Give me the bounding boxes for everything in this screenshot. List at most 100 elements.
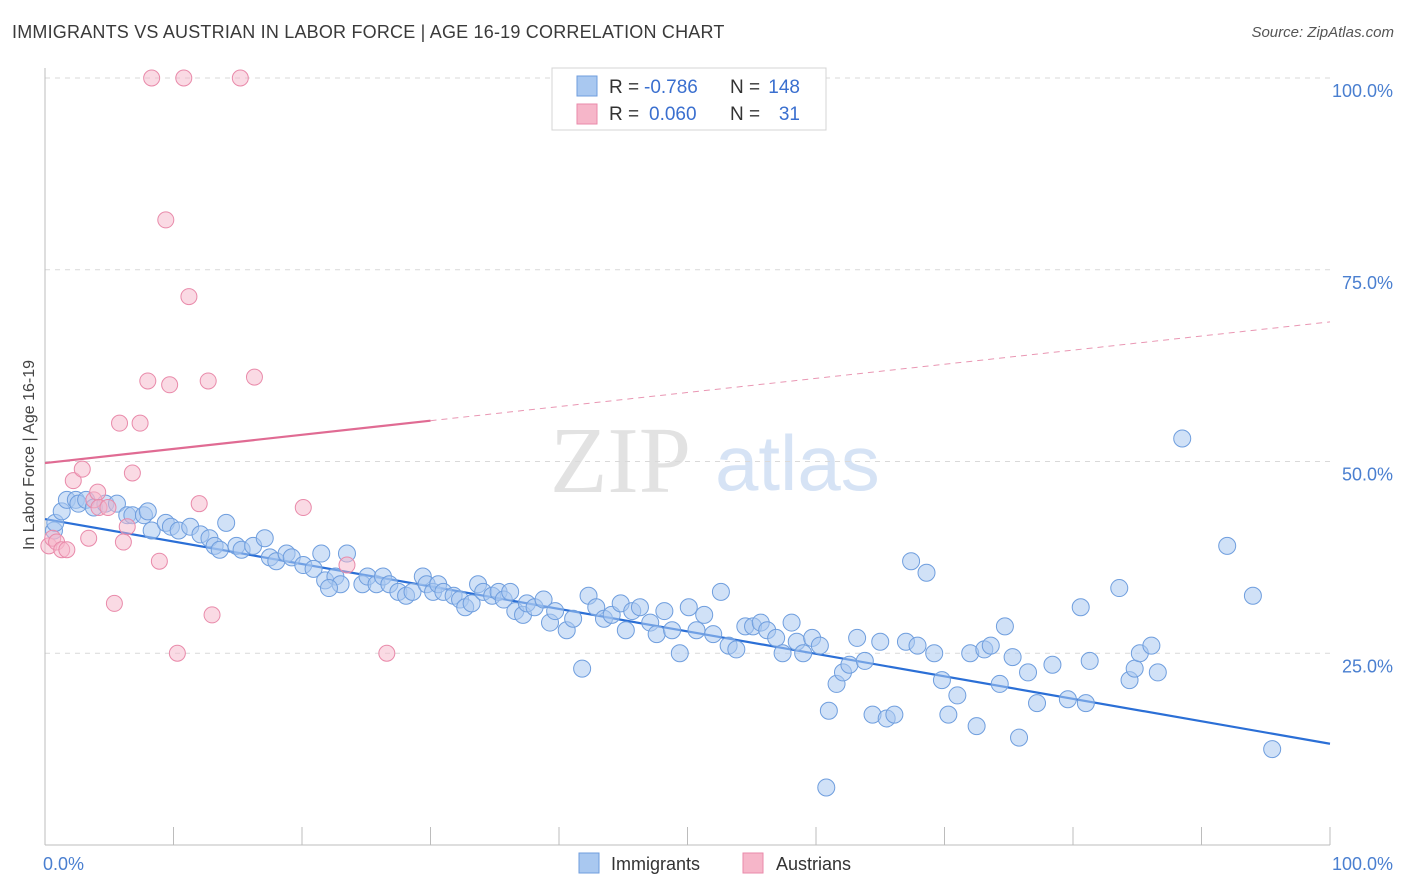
immigrants-point	[967, 717, 986, 736]
immigrants-point	[1003, 648, 1022, 667]
austrians-points	[40, 69, 396, 662]
austrians-point	[139, 372, 157, 390]
austrians-point	[190, 495, 208, 513]
immigrants-point	[817, 778, 836, 797]
immigrants-point	[1173, 429, 1192, 448]
immigrants-point	[255, 529, 274, 548]
immigrants-point	[782, 613, 801, 632]
immigrants-point	[908, 636, 927, 655]
austrians-point	[80, 529, 98, 547]
series-legend: Immigrants Austrians	[578, 852, 851, 874]
y-axis-label: In Labor Force | Age 16-19	[21, 360, 38, 550]
austrians-point	[161, 376, 179, 394]
immigrants-point	[902, 552, 921, 571]
y-tick-label: 25.0%	[1342, 656, 1393, 676]
chart-title: IMMIGRANTS VS AUSTRIAN IN LABOR FORCE | …	[12, 22, 725, 42]
immigrants-point	[304, 559, 323, 578]
immigrants-point	[704, 625, 723, 644]
immigrants-point	[810, 636, 829, 655]
immigrants-point	[403, 582, 422, 601]
immigrants-point	[1148, 663, 1167, 682]
immigrants-point	[210, 540, 229, 559]
legend-r-value-1: -0.786	[644, 77, 698, 98]
legend-swatch-austrians	[576, 103, 598, 125]
immigrants-point	[848, 628, 867, 647]
austrians-point	[118, 518, 136, 536]
immigrants-point	[711, 582, 730, 601]
austrians-point	[231, 69, 249, 87]
immigrants-point	[142, 521, 161, 540]
immigrants-point	[564, 609, 583, 628]
immigrants-point	[546, 602, 565, 621]
immigrants-point	[885, 705, 904, 724]
immigrants-point	[932, 671, 951, 690]
austrians-point	[105, 594, 123, 612]
immigrants-point	[501, 582, 520, 601]
immigrants-point	[670, 644, 689, 663]
austrians-point	[180, 288, 198, 306]
legend-n-value-1: 148	[768, 77, 800, 98]
immigrants-point	[655, 602, 674, 621]
immigrants-trend-line	[44, 517, 1331, 745]
watermark-atlas: atlas	[715, 419, 880, 507]
legend-r-value-2: 0.060	[649, 104, 697, 125]
immigrants-point	[1019, 663, 1038, 682]
legend-box	[551, 67, 827, 131]
austrians-point	[203, 606, 221, 624]
austrians-point	[199, 372, 217, 390]
austrians-point	[338, 556, 356, 574]
legend-n-label-1: N =	[730, 77, 760, 98]
immigrants-point	[1125, 659, 1144, 678]
immigrants-point	[1243, 586, 1262, 605]
immigrants-points	[44, 429, 1282, 797]
immigrants-point	[1080, 651, 1099, 670]
legend-swatch-immigrants	[576, 75, 598, 97]
immigrants-point	[727, 640, 746, 659]
bottom-legend-immigrants: Immigrants	[611, 854, 700, 874]
austrians-point	[123, 464, 141, 482]
immigrants-point	[462, 594, 481, 613]
austrians-point	[378, 644, 396, 662]
source-label: Source: ZipAtlas.com	[1251, 24, 1394, 41]
austrians-trend-solid	[44, 419, 431, 465]
austrians-point	[64, 472, 82, 490]
austrians-point	[73, 460, 91, 478]
tick-labels: 25.0% 50.0% 75.0% 100.0% 0.0% 100.0%	[43, 81, 1393, 874]
immigrants-point	[1071, 598, 1090, 617]
axes	[44, 68, 1331, 846]
immigrants-point	[990, 674, 1009, 693]
immigrants-point	[1142, 636, 1161, 655]
bottom-legend-swatch-immigrants	[578, 852, 600, 874]
immigrants-point	[767, 628, 786, 647]
immigrants-trendline	[44, 517, 1331, 745]
austrians-point	[89, 483, 107, 501]
legend-r-label-2: R =	[609, 104, 639, 125]
immigrants-point	[663, 621, 682, 640]
legend-n-label-2: N =	[730, 104, 760, 125]
y-tick-label: 75.0%	[1342, 273, 1393, 293]
immigrants-point	[995, 617, 1014, 636]
immigrants-point	[312, 544, 331, 563]
legend-r-label-1: R =	[609, 77, 639, 98]
immigrants-point	[695, 605, 714, 624]
austrians-point	[168, 644, 186, 662]
immigrants-point	[794, 644, 813, 663]
immigrants-point	[630, 598, 649, 617]
immigrants-point	[679, 598, 698, 617]
immigrants-point	[1076, 694, 1095, 713]
immigrants-point	[217, 513, 236, 532]
legend-n-value-2: 31	[779, 104, 800, 125]
immigrants-point	[1028, 694, 1047, 713]
bottom-legend-austrians: Austrians	[776, 854, 851, 874]
gridlines	[45, 77, 1330, 654]
immigrants-point	[948, 686, 967, 705]
immigrants-point	[871, 632, 890, 651]
x-tick-label-max: 100.0%	[1332, 854, 1393, 874]
immigrants-point	[1010, 728, 1029, 747]
immigrants-point	[647, 625, 666, 644]
austrians-point	[157, 211, 175, 229]
austrians-trend-dashed	[430, 321, 1331, 422]
immigrants-point	[840, 655, 859, 674]
immigrants-point	[939, 705, 958, 724]
